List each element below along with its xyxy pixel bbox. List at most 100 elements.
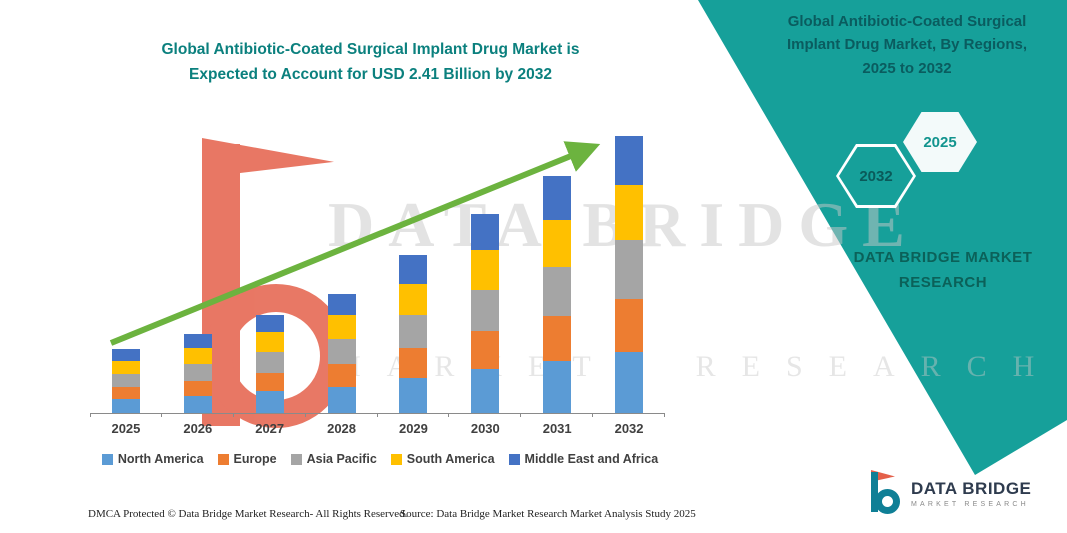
segment-south-america-2025 (111, 361, 140, 374)
segment-middle-east-and-africa-2027 (255, 315, 284, 332)
bar-column-2026 (162, 133, 234, 413)
segment-south-america-2031 (543, 220, 572, 267)
segment-europe-2027 (255, 373, 284, 391)
data-bridge-logo: DATA BRIDGE MARKET RESEARCH (866, 470, 1031, 516)
logo-stem-shape (871, 472, 878, 512)
brand-wordmark-line2: RESEARCH (898, 273, 988, 291)
x-label-2027: 2027 (234, 413, 306, 436)
legend-swatch-north-america (101, 453, 113, 465)
x-label-2031: 2031 (521, 413, 594, 436)
segment-north-america-2031 (543, 361, 572, 413)
segment-asia-pacific-2028 (327, 339, 356, 364)
bar-column-2032 (593, 133, 665, 413)
x-label-2026: 2026 (162, 413, 234, 436)
segment-europe-2031 (543, 316, 572, 361)
legend-swatch-asia-pacific (290, 453, 302, 465)
chart-title: Global Antibiotic-Coated Surgical Implan… (118, 38, 623, 88)
right-panel-title-line2: Implant Drug Market, By Regions, (786, 36, 1028, 54)
x-label-2028: 2028 (306, 413, 378, 436)
stacked-bar-2030 (471, 214, 500, 413)
logo-subtitle: MARKET RESEARCH (911, 500, 1029, 508)
stacked-bar-2025 (111, 349, 140, 413)
segment-europe-2025 (111, 387, 140, 399)
stacked-bar-2027 (255, 315, 284, 413)
legend-swatch-europe (217, 453, 229, 465)
segment-middle-east-and-africa-2032 (615, 136, 644, 185)
x-label-2025: 2025 (90, 413, 162, 436)
segment-middle-east-and-africa-2029 (399, 255, 428, 284)
segment-asia-pacific-2027 (255, 352, 284, 373)
segment-europe-2030 (471, 331, 500, 369)
logo-pennant-shape (871, 470, 895, 482)
segment-north-america-2028 (327, 387, 356, 413)
bar-column-2031 (521, 133, 593, 413)
segment-south-america-2026 (183, 348, 212, 364)
segment-middle-east-and-africa-2031 (543, 176, 572, 220)
stacked-bar-chart (90, 133, 665, 414)
stacked-bar-2029 (399, 255, 428, 413)
segment-europe-2028 (327, 364, 356, 387)
bar-column-2029 (378, 133, 450, 413)
segment-north-america-2029 (399, 378, 428, 413)
trend-arrow (109, 141, 601, 346)
segment-middle-east-and-africa-2025 (111, 349, 140, 361)
segment-asia-pacific-2029 (399, 315, 428, 348)
right-panel-title-line1: Global Antibiotic-Coated Surgical (787, 13, 1027, 30)
segment-south-america-2029 (399, 284, 428, 315)
segment-north-america-2027 (255, 391, 284, 413)
source-note: Source: Data Bridge Market Research Mark… (400, 508, 696, 520)
segment-asia-pacific-2026 (183, 364, 212, 381)
bar-column-2025 (90, 133, 162, 413)
segment-north-america-2025 (111, 399, 140, 413)
logo-text: DATA BRIDGE MARKET RESEARCH (911, 479, 1031, 508)
bar-column-2028 (306, 133, 378, 413)
brand-wordmark-line1: DATA BRIDGE MARKET (853, 249, 1033, 266)
legend-item-europe: Europe (217, 452, 277, 466)
chart-title-line2: Expected to Account for USD 2.41 Billion… (189, 65, 552, 83)
legend-swatch-south-america (390, 453, 402, 465)
legend-label-north-america: North America (117, 452, 204, 466)
x-label-2030: 2030 (449, 413, 522, 436)
stacked-bar-2026 (183, 334, 212, 413)
chart-legend: North America Europe Asia Pacific South Ame… (80, 452, 680, 466)
bar-column-2027 (234, 133, 306, 413)
brand-wordmark: DATA BRIDGE MARKET RESEARCH (838, 246, 1048, 296)
legend-item-asia-pacific: Asia Pacific (290, 452, 377, 466)
segment-europe-2029 (399, 348, 428, 378)
legend-label-middle-east-and-africa: Middle East and Africa (524, 452, 659, 466)
stacked-bar-2032 (615, 136, 644, 413)
segment-europe-2032 (615, 299, 644, 352)
segment-asia-pacific-2031 (543, 267, 572, 316)
x-label-2032: 2032 (593, 413, 665, 436)
segment-asia-pacific-2032 (615, 240, 644, 299)
segment-asia-pacific-2030 (471, 290, 500, 331)
segment-south-america-2027 (255, 332, 284, 352)
x-label-2029: 2029 (378, 413, 450, 436)
segment-south-america-2032 (615, 185, 644, 240)
hexagon-2025-label: 2025 (923, 133, 957, 151)
segment-south-america-2030 (471, 250, 500, 290)
bar-column-2030 (449, 133, 521, 413)
chart-title-line1: Global Antibiotic-Coated Surgical Implan… (161, 41, 580, 58)
data-bridge-logo-icon (866, 470, 902, 516)
legend-label-asia-pacific: Asia Pacific (306, 452, 377, 466)
segment-middle-east-and-africa-2026 (183, 334, 212, 348)
segment-north-america-2030 (471, 369, 500, 413)
segment-europe-2026 (183, 381, 212, 396)
legend-label-europe: Europe (233, 452, 277, 466)
hexagon-2032-label: 2032 (859, 167, 893, 185)
segment-south-america-2028 (327, 315, 356, 339)
segment-asia-pacific-2025 (111, 374, 140, 387)
hexagon-2032-inner: 2032 (839, 147, 913, 205)
legend-label-south-america: South America (406, 452, 495, 466)
segment-north-america-2026 (183, 396, 212, 413)
dmca-notice: DMCA Protected © Data Bridge Market Rese… (88, 508, 408, 520)
legend-item-north-america: North America (101, 452, 204, 466)
logo-name: DATA BRIDGE (911, 478, 1032, 498)
x-axis-labels: 2025 2026 2027 2028 2029 2030 2031 2032 (90, 413, 665, 436)
segment-north-america-2032 (615, 352, 644, 413)
segment-middle-east-and-africa-2030 (471, 214, 500, 250)
segment-middle-east-and-africa-2028 (327, 294, 356, 315)
right-panel-title: Global Antibiotic-Coated Surgical Implan… (757, 10, 1057, 80)
legend-item-middle-east-and-africa: Middle East and Africa (508, 452, 659, 466)
